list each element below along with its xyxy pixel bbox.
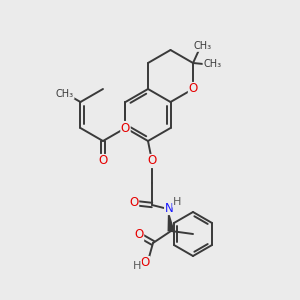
Text: O: O xyxy=(129,196,139,209)
Text: O: O xyxy=(188,82,198,95)
Text: O: O xyxy=(140,256,150,269)
Text: O: O xyxy=(121,122,130,134)
Text: CH₃: CH₃ xyxy=(203,59,221,69)
Text: H: H xyxy=(173,197,181,207)
Text: O: O xyxy=(98,154,108,167)
Text: O: O xyxy=(147,154,157,167)
Text: O: O xyxy=(134,229,144,242)
Text: CH₃: CH₃ xyxy=(193,41,211,51)
Text: CH₃: CH₃ xyxy=(56,89,74,99)
Text: H: H xyxy=(133,261,141,271)
Text: N: N xyxy=(165,202,173,214)
Polygon shape xyxy=(167,209,175,232)
